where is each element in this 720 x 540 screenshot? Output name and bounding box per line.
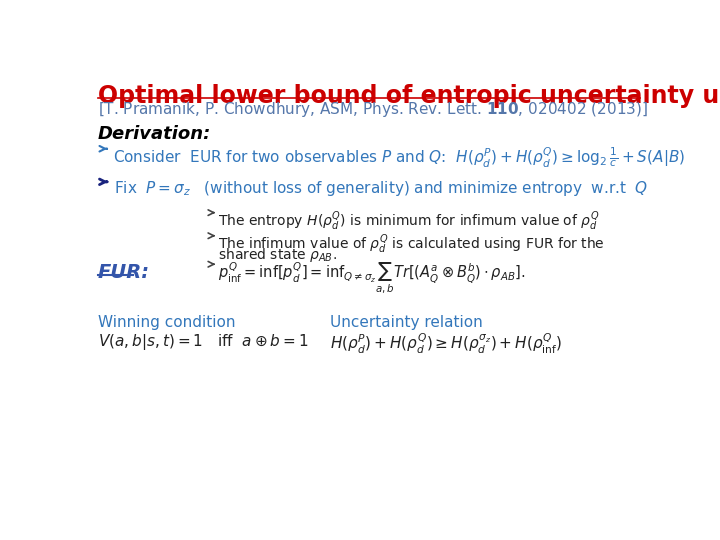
Text: [T. Pramanik, P. Chowdhury, ASM, Phys. Rev. Lett. $\mathbf{110}$, 020402 (2013)]: [T. Pramanik, P. Chowdhury, ASM, Phys. R… bbox=[98, 100, 648, 119]
Text: Winning condition: Winning condition bbox=[98, 315, 235, 330]
Text: The infimum value of $\rho_d^Q$ is calculated using FUR for the: The infimum value of $\rho_d^Q$ is calcu… bbox=[218, 233, 605, 256]
Text: $p_{\rm inf}^Q = {\rm inf}[p_d^Q] = {\rm inf}_{Q \neq \sigma_z} \sum_{a,b} Tr[(A: $p_{\rm inf}^Q = {\rm inf}[p_d^Q] = {\rm… bbox=[218, 261, 525, 296]
Text: Optimal lower bound of entropic uncertainty using FUR: Optimal lower bound of entropic uncertai… bbox=[98, 84, 720, 108]
Text: Fix  $P = \sigma_z$   (without loss of generality) and minimize entropy  w.r.t  : Fix $P = \sigma_z$ (without loss of gene… bbox=[114, 179, 648, 198]
Text: The entropy $H(\rho_d^Q)$ is minimum for infimum value of $\rho_d^Q$: The entropy $H(\rho_d^Q)$ is minimum for… bbox=[218, 210, 599, 233]
Text: $H(\rho_d^P) + H(\rho_d^Q) \geq H(\rho_d^{\sigma_z}) + H(\rho_{\rm inf}^Q)$: $H(\rho_d^P) + H(\rho_d^Q) \geq H(\rho_d… bbox=[330, 332, 562, 356]
Text: Uncertainty relation: Uncertainty relation bbox=[330, 315, 483, 330]
Text: Derivation:: Derivation: bbox=[98, 125, 211, 143]
Text: FUR:: FUR: bbox=[98, 262, 150, 282]
Text: $V(a, b|s, t) = 1$   iff  $a \oplus b = 1$: $V(a, b|s, t) = 1$ iff $a \oplus b = 1$ bbox=[98, 332, 308, 352]
Text: Consider  EUR for two observables $P$ and $Q$:  $H(\rho_d^P) + H(\rho_d^Q) \geq : Consider EUR for two observables $P$ and… bbox=[113, 146, 685, 170]
Text: shared state $\rho_{AB}$.: shared state $\rho_{AB}$. bbox=[218, 246, 337, 264]
